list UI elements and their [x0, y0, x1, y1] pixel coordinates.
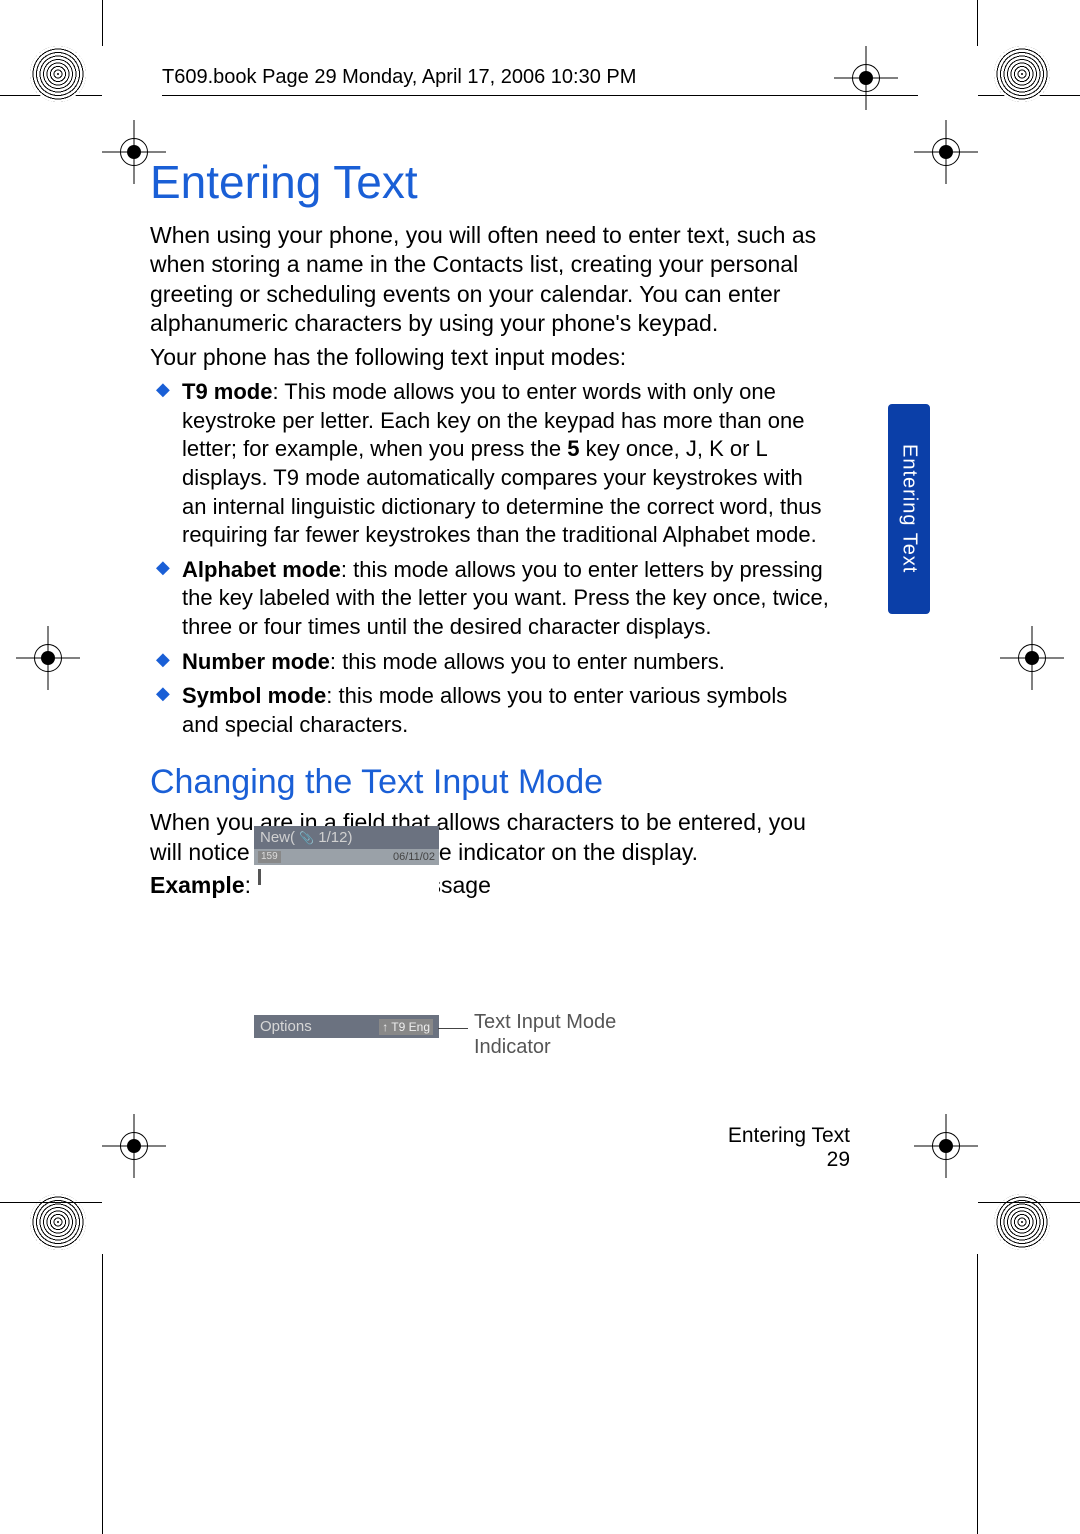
- callout-line2: Indicator: [474, 1036, 551, 1058]
- phone-title-text: New(: [260, 829, 299, 846]
- phone-text-area: [254, 865, 439, 1015]
- intro-modes-line: Your phone has the following text input …: [150, 343, 830, 372]
- phone-title-count: 1/12): [314, 829, 352, 846]
- callout-leader-line: [438, 1028, 468, 1029]
- page-title: Entering Text: [150, 155, 830, 209]
- list-item: Alphabet mode: this mode allows you to e…: [150, 556, 830, 642]
- callout-label: Text Input Mode Indicator: [474, 1010, 616, 1060]
- phone-status-row: 159 06/11/02: [254, 849, 439, 865]
- key-5: 5: [567, 436, 579, 461]
- mode-name: Number mode: [182, 649, 330, 674]
- mode-desc: : this mode allows you to enter numbers.: [330, 649, 725, 674]
- page-content: Entering Text When using your phone, you…: [150, 155, 830, 905]
- phone-date: 06/11/02: [393, 851, 435, 863]
- mode-name: Symbol mode: [182, 683, 326, 708]
- text-input-mode-indicator: ↑ T9 Eng: [379, 1019, 433, 1035]
- subtitle-paragraph: When you are in a field that allows char…: [150, 808, 830, 867]
- phone-title-bar: New( 📎 1/12): [254, 826, 439, 849]
- crop-mark: [977, 0, 978, 46]
- page-footer: Entering Text 29: [728, 1124, 850, 1172]
- mode-name: Alphabet mode: [182, 557, 341, 582]
- registration-spiral-icon: [994, 46, 1050, 102]
- crop-mark: [102, 1254, 103, 1534]
- footer-section-name: Entering Text: [728, 1124, 850, 1148]
- softkey-options: Options: [260, 1018, 312, 1035]
- char-count: 159: [258, 851, 281, 863]
- modes-list: T9 mode: This mode allows you to enter w…: [150, 378, 830, 739]
- footer-page-number: 29: [728, 1148, 850, 1172]
- registration-crosshair-icon: [928, 134, 964, 170]
- section-tab: Entering Text: [888, 404, 930, 614]
- example-line: Example: Writing a text message: [150, 871, 830, 900]
- example-label: Example: [150, 872, 245, 898]
- registration-crosshair-icon: [30, 640, 66, 676]
- page-header-meta: T609.book Page 29 Monday, April 17, 2006…: [162, 66, 636, 89]
- crop-mark: [102, 0, 103, 46]
- section-subtitle: Changing the Text Input Mode: [150, 763, 830, 802]
- callout-line1: Text Input Mode: [474, 1011, 616, 1033]
- registration-spiral-icon: [30, 46, 86, 102]
- attachment-icon: 📎: [299, 831, 314, 845]
- registration-crosshair-icon: [928, 1128, 964, 1164]
- crop-mark: [978, 1202, 1080, 1203]
- crop-mark: [977, 1254, 978, 1534]
- intro-paragraph: When using your phone, you will often ne…: [150, 221, 830, 339]
- registration-crosshair-icon: [1014, 640, 1050, 676]
- header-rule: [162, 95, 918, 96]
- registration-crosshair-icon: [116, 134, 152, 170]
- text-cursor: [258, 869, 261, 885]
- crop-mark: [0, 1202, 102, 1203]
- registration-crosshair-icon: [116, 1128, 152, 1164]
- mode-name: T9 mode: [182, 379, 272, 404]
- list-item: T9 mode: This mode allows you to enter w…: [150, 378, 830, 550]
- phone-softkey-bar: Options ↑ T9 Eng: [254, 1015, 439, 1038]
- phone-screenshot: New( 📎 1/12) 159 06/11/02 Options ↑ T9 E…: [254, 826, 439, 1038]
- registration-crosshair-icon: [848, 60, 884, 96]
- list-item: Symbol mode: this mode allows you to ent…: [150, 682, 830, 739]
- list-item: Number mode: this mode allows you to ent…: [150, 648, 830, 677]
